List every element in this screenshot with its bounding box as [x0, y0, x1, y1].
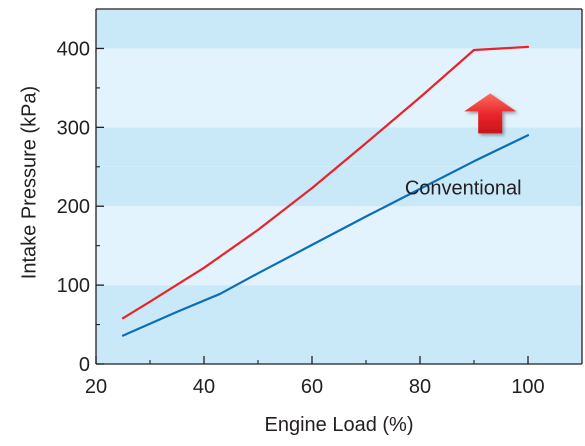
series-line-improved — [121, 45, 530, 320]
series-layer — [121, 45, 530, 337]
y-tick-label: 100 — [57, 275, 90, 297]
series-line-conventional — [121, 134, 530, 337]
y-tick-label: 400 — [57, 38, 90, 60]
x-tick-label: 100 — [511, 376, 544, 398]
y-tick-label: 0 — [79, 354, 90, 376]
y-ticks: 0 100 200 300 400 — [57, 38, 104, 376]
x-tick-label: 20 — [85, 376, 107, 398]
x-tick-label: 40 — [193, 376, 215, 398]
x-tick-label: 60 — [301, 376, 323, 398]
background-band — [96, 127, 582, 167]
up-arrow-icon — [464, 93, 517, 134]
x-tick-label: 80 — [409, 376, 431, 398]
background-band — [96, 9, 582, 49]
y-tick-label: 200 — [57, 196, 90, 218]
background-band — [96, 245, 582, 286]
background-band — [96, 166, 582, 207]
x-ticks: 20 40 60 80 100 — [85, 356, 545, 398]
y-axis-label: Intake Pressure (kPa) — [18, 86, 40, 279]
annotations: Conventional — [405, 93, 522, 199]
background-band — [96, 285, 582, 325]
background-band — [96, 48, 582, 88]
background-band — [96, 206, 582, 246]
series-annotation-label: Conventional — [405, 177, 522, 199]
axes: 20 40 60 80 100 0 100 200 300 400 — [57, 8, 583, 398]
y-tick-label: 300 — [57, 117, 90, 139]
background-band — [96, 324, 582, 364]
x-axis-label: Engine Load (%) — [265, 414, 414, 436]
